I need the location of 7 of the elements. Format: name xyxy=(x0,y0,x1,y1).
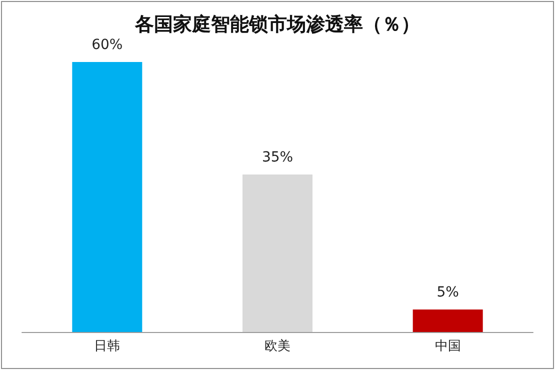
x-tick-label: 中国 xyxy=(434,339,461,354)
chart-title: 各国家庭智能锁市场渗透率（％） xyxy=(134,14,420,36)
x-tick-label: 日韩 xyxy=(94,339,120,354)
data-label: 60% xyxy=(92,37,123,53)
data-label: 35% xyxy=(262,150,294,166)
x-tick-label: 欧美 xyxy=(264,338,290,354)
data-label: 5% xyxy=(436,284,459,300)
